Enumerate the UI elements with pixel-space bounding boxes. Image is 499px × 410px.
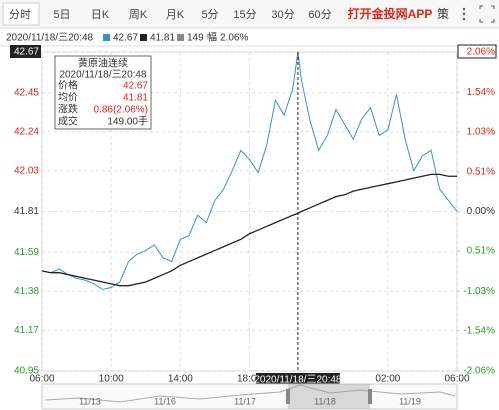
- tab-bar: [0, 0, 499, 28]
- legend-swatch: [140, 34, 147, 41]
- tooltip-time: 2020/11/18/三20:48: [59, 70, 147, 81]
- y-tick-label: 42.03: [14, 165, 39, 176]
- x-tick-label: 14:00: [168, 374, 193, 385]
- tab-selected-bg: [2, 2, 40, 26]
- y-tick-label: 42.45: [14, 87, 39, 98]
- navigator-handle[interactable]: [368, 389, 372, 404]
- tab[interactable]: 日K: [91, 9, 110, 21]
- menu-icon[interactable]: [462, 7, 466, 21]
- y2-tick-label: 2.06%: [467, 47, 495, 58]
- x-tick-label: 18:00: [237, 374, 262, 385]
- y2-tick-label: 0.51%: [467, 167, 495, 178]
- info-volume: 149: [187, 33, 204, 44]
- navigator-date: 11/16: [154, 396, 176, 406]
- tooltip-value: 149.00手: [107, 115, 148, 128]
- navigator-date: 11/19: [399, 396, 421, 406]
- y2-tick-label: 1.54%: [467, 87, 495, 98]
- x-tick-label: 06:00: [444, 374, 469, 385]
- y2-tick-label: -2.06%: [463, 366, 495, 377]
- navigator[interactable]: [41, 383, 458, 410]
- crosshair-label-bg: [457, 44, 497, 59]
- tab[interactable]: 5分: [201, 8, 218, 21]
- tooltip-label: 价格: [58, 79, 78, 92]
- crosshair-label-bg: [10, 45, 41, 58]
- navigator-line: [44, 384, 456, 403]
- tooltip-label: 涨跌: [58, 103, 78, 116]
- app-link[interactable]: 打开金投网APP: [348, 6, 433, 21]
- y2-tick-label: -1.03%: [463, 286, 495, 297]
- navigator-date: 11/13: [79, 396, 101, 406]
- navigator-handle[interactable]: [286, 389, 290, 404]
- tooltip-value: 42.67: [123, 81, 148, 92]
- info-avg: 41.81: [150, 33, 175, 44]
- series-line: [41, 173, 457, 287]
- legend-swatch: [177, 34, 184, 41]
- info-time: 2020/11/18/三20:48: [6, 33, 94, 44]
- tab[interactable]: 30分: [271, 8, 294, 21]
- x-tick-label: 02:00: [375, 374, 400, 385]
- tooltip-value: 0.86(2.06%): [94, 105, 148, 116]
- navigator-window[interactable]: [288, 384, 370, 409]
- crosshair-time: 2020/11/18/三20:48: [254, 375, 342, 386]
- y-tick-label: 40.95: [14, 366, 39, 377]
- info-price: 42.67: [113, 33, 138, 44]
- info-change: 2.06%: [220, 33, 248, 44]
- navigator-date: 11/18: [314, 396, 336, 406]
- tab[interactable]: 5日: [53, 9, 70, 21]
- y-tick-label: 42.67: [14, 47, 39, 58]
- tab[interactable]: 15分: [233, 8, 256, 21]
- crosshair-label-bg: [255, 373, 340, 386]
- y2-tick-label: 0.00%: [467, 206, 495, 217]
- y-tick-label: 41.59: [14, 247, 39, 258]
- y2-tick-label: -1.54%: [463, 325, 495, 336]
- y2-tick-label: 1.03%: [467, 126, 495, 137]
- tab[interactable]: 周K: [129, 8, 148, 21]
- x-tick-label: 10:00: [99, 374, 124, 385]
- y-tick-label: 41.17: [14, 325, 39, 336]
- tooltip: [54, 55, 152, 130]
- tooltip-title: 黄原油连续: [78, 57, 128, 70]
- y-tick-label: 41.81: [14, 206, 39, 217]
- tab[interactable]: 分时: [9, 8, 31, 21]
- x-tick-label: 06:00: [29, 374, 54, 385]
- y-tick-label: 41.38: [14, 286, 39, 297]
- tooltip-label: 成交: [58, 115, 78, 128]
- tab[interactable]: 60分: [308, 8, 331, 21]
- legend-swatch: [103, 34, 110, 41]
- tooltip-value: 41.81: [123, 93, 148, 104]
- y2-tick-label: 0.51%: [467, 246, 495, 257]
- info-change-label: 幅: [207, 31, 217, 44]
- tab[interactable]: 月K: [166, 9, 185, 21]
- tool-label[interactable]: 策: [437, 7, 449, 21]
- tooltip-label: 均价: [58, 92, 78, 104]
- navigator-date: 11/17: [234, 396, 256, 406]
- series-line: [41, 51, 458, 290]
- fullscreen-icon[interactable]: [479, 5, 495, 23]
- y-tick-label: 42.24: [14, 126, 39, 137]
